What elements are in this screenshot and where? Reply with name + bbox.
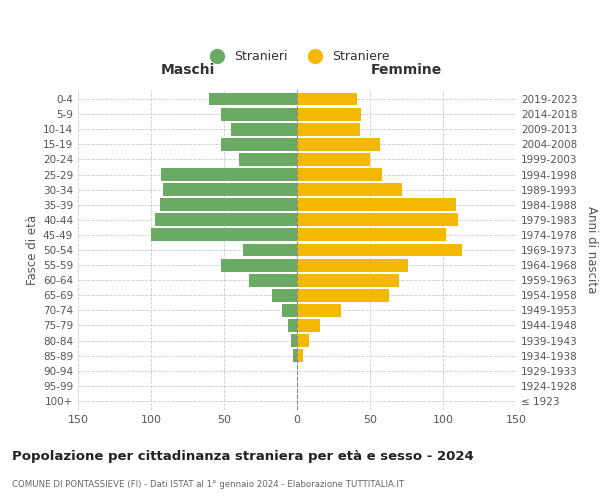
Legend: Stranieri, Straniere: Stranieri, Straniere (199, 45, 395, 68)
Bar (297, 228, 446, 241)
Bar (297, 274, 399, 286)
Text: Popolazione per cittadinanza straniera per età e sesso - 2024: Popolazione per cittadinanza straniera p… (12, 450, 474, 463)
Bar (232, 123, 297, 136)
Bar (291, 334, 297, 347)
Bar (209, 92, 297, 106)
Bar (297, 214, 458, 226)
Y-axis label: Anni di nascita: Anni di nascita (584, 206, 598, 294)
Bar (221, 108, 297, 120)
Bar (297, 319, 320, 332)
Bar (243, 244, 297, 256)
Bar (297, 138, 380, 151)
Bar (161, 168, 297, 181)
Bar (297, 244, 462, 256)
Bar (297, 123, 360, 136)
Bar (163, 183, 297, 196)
Bar (283, 304, 297, 317)
Bar (160, 198, 297, 211)
Bar (272, 289, 297, 302)
Bar (151, 228, 297, 241)
Bar (297, 334, 308, 347)
Bar (221, 138, 297, 151)
Bar (239, 153, 297, 166)
Bar (293, 349, 297, 362)
Bar (297, 258, 408, 272)
Text: Femmine: Femmine (371, 63, 442, 77)
Bar (155, 214, 297, 226)
Bar (297, 168, 382, 181)
Text: COMUNE DI PONTASSIEVE (FI) - Dati ISTAT al 1° gennaio 2024 - Elaborazione TUTTIT: COMUNE DI PONTASSIEVE (FI) - Dati ISTAT … (12, 480, 404, 489)
Text: Maschi: Maschi (160, 63, 215, 77)
Bar (297, 289, 389, 302)
Bar (221, 258, 297, 272)
Bar (288, 319, 297, 332)
Bar (297, 153, 370, 166)
Bar (297, 198, 456, 211)
Bar (249, 274, 297, 286)
Bar (297, 108, 361, 120)
Bar (297, 183, 402, 196)
Bar (297, 92, 357, 106)
Bar (297, 304, 341, 317)
Bar (297, 349, 303, 362)
Y-axis label: Fasce di età: Fasce di età (26, 215, 39, 285)
